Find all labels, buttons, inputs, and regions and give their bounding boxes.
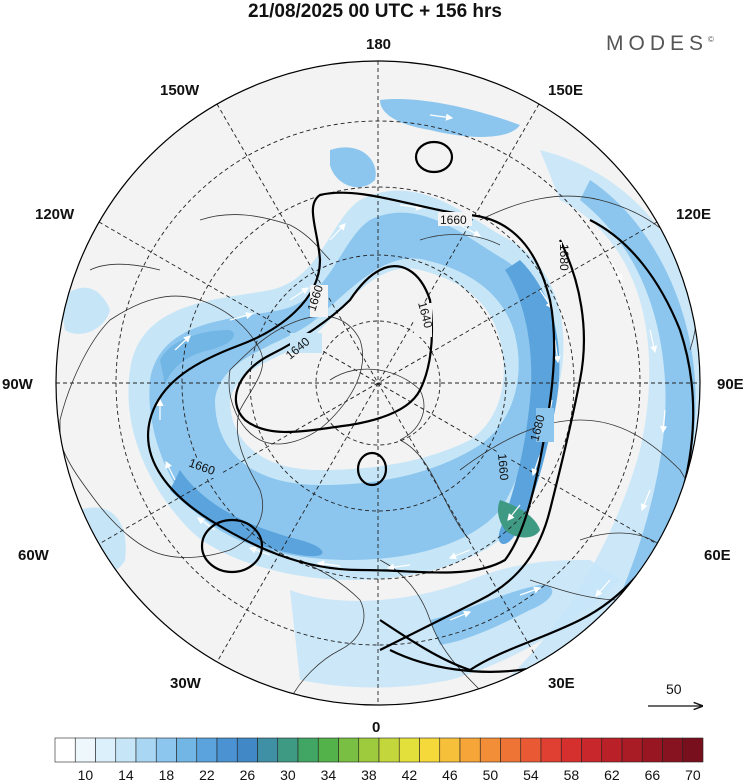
lon-label-30w: 30W xyxy=(170,675,202,692)
colorbar-tick-label: 58 xyxy=(564,767,580,782)
colorbar-swatch xyxy=(398,737,420,763)
modes-logo: MODES© xyxy=(606,32,714,56)
contour-label-1640-n: 1640 xyxy=(415,300,436,330)
lon-label-0: 0 xyxy=(372,719,380,736)
colorbar-swatch xyxy=(196,737,218,763)
colorbar-swatch xyxy=(257,737,279,763)
colorbar-swatch xyxy=(277,737,299,763)
colorbar-swatch xyxy=(176,737,198,763)
colorbar-tick-label: 66 xyxy=(645,767,661,782)
wind-vectors xyxy=(156,113,668,621)
colorbar-swatch xyxy=(216,737,238,763)
colorbar-swatch xyxy=(500,737,522,763)
colorbar-swatch xyxy=(560,737,582,763)
colorbar-swatch xyxy=(601,737,623,763)
colorbar-tick-label: 54 xyxy=(523,767,539,782)
colorbar-tick-label: 26 xyxy=(240,767,256,782)
lon-label-150e: 150E xyxy=(548,82,583,99)
colorbar-tick-label: 50 xyxy=(483,767,499,782)
colorbar-swatch xyxy=(641,737,663,763)
lon-label-60w: 60W xyxy=(18,547,50,564)
colorbar-swatch xyxy=(378,737,400,763)
colorbar-tick-label: 62 xyxy=(604,767,620,782)
colorbar-tick-label: 10 xyxy=(78,767,94,782)
lon-label-30e: 30E xyxy=(548,675,575,692)
contour-label-1660-se: 1660 xyxy=(495,453,511,481)
contour-1680-inner xyxy=(379,239,585,651)
colorbar-tick-label: 14 xyxy=(118,767,134,782)
colorbar-tick-label: 34 xyxy=(321,767,337,782)
lon-label-60e: 60E xyxy=(704,547,731,564)
brand-text: MODES xyxy=(606,32,709,55)
reference-vector: 50 xyxy=(648,681,702,706)
colorbar-swatch xyxy=(540,737,562,763)
longitude-labels: 180 150W 150E 120W 120E 90W 90E 60W 60E … xyxy=(2,36,744,736)
colorbar: 10 14 18 22 26 30 34 38 42 46 50 54 58 62 66 70 xyxy=(54,737,704,782)
colorbar-swatch xyxy=(155,737,177,763)
colorbar-tick-label: 70 xyxy=(685,767,701,782)
colorbar-swatch xyxy=(135,737,157,763)
graticule xyxy=(56,61,700,705)
colorbar-tick-label: 22 xyxy=(199,767,215,782)
colorbar-tick-label: 38 xyxy=(361,767,377,782)
contour-label-1680-e: 1680 xyxy=(527,413,548,443)
chart-title: 21/08/2025 00 UTC + 156 hrs xyxy=(247,1,503,22)
lon-label-180: 180 xyxy=(366,36,391,53)
map-border xyxy=(55,60,701,706)
colorbar-swatch xyxy=(358,737,380,763)
lon-label-150w: 150W xyxy=(160,82,200,99)
contour-closed-pacific xyxy=(414,140,454,174)
colorbar-swatch xyxy=(581,737,603,763)
lon-label-120w: 120W xyxy=(35,206,75,223)
colorbar-swatch xyxy=(236,737,258,763)
colorbar-swatch xyxy=(317,737,339,763)
lon-label-120e: 120E xyxy=(676,206,711,223)
colorbar-tick-label: 18 xyxy=(159,767,175,782)
reference-vector-label: 50 xyxy=(666,681,682,697)
colorbar-swatch xyxy=(74,737,96,763)
contour-label-1660-top: 1660 xyxy=(440,213,467,227)
colorbar-swatch xyxy=(439,737,461,763)
colorbar-swatch xyxy=(459,737,481,763)
colorbar-swatch xyxy=(621,737,643,763)
colorbar-swatch xyxy=(479,737,501,763)
colorbar-swatch xyxy=(338,737,360,763)
colorbar-tick-label: 42 xyxy=(402,767,418,782)
colorbar-swatch xyxy=(662,737,684,763)
contour-closed-pole xyxy=(356,451,388,487)
contour-1660 xyxy=(147,191,556,574)
colorbar-swatch xyxy=(520,737,542,763)
colorbar-swatch xyxy=(95,737,117,763)
colorbar-swatch xyxy=(682,737,704,763)
contour-labels: 1660 1680 1660 1640 1640 1680 1660 1660 xyxy=(187,212,571,486)
contour-label-1680-ne: 1680 xyxy=(557,244,571,271)
colorbar-swatch xyxy=(54,737,76,763)
contour-closed-atlantic xyxy=(200,518,264,574)
copyright-mark: © xyxy=(708,35,714,44)
lon-label-90w: 90W xyxy=(2,376,34,393)
colorbar-tick-label: 46 xyxy=(442,767,458,782)
colorbar-swatch xyxy=(419,737,441,763)
colorbar-tick-label: 30 xyxy=(280,767,296,782)
colorbar-swatch xyxy=(297,737,319,763)
colorbar-swatch xyxy=(115,737,137,763)
lon-label-90e: 90E xyxy=(717,376,744,393)
